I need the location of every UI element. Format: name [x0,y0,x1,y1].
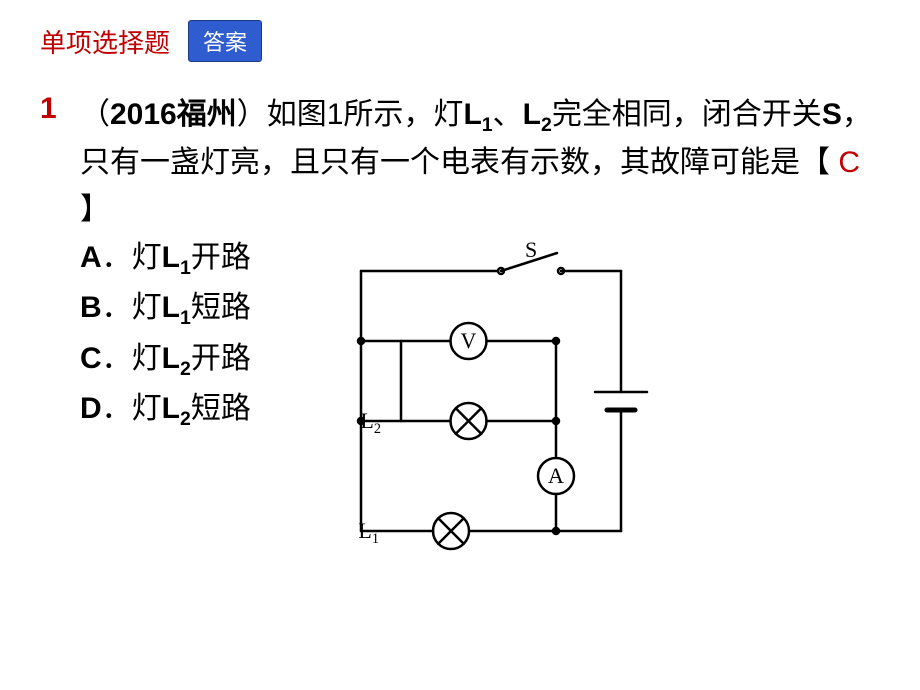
option-post: 短路 [191,291,251,324]
switch-sym: S [822,98,842,131]
option-a: A．灯L1开路 [80,235,251,283]
svg-text:L2: L2 [360,408,381,437]
option-pre: 灯 [132,291,162,324]
l1-sym: L [463,98,481,131]
option-c: C．灯L2开路 [80,336,251,384]
l2-sym: L [523,98,541,131]
option-post: 开路 [191,241,251,274]
option-sub: 2 [180,358,191,380]
option-sep: ． [102,241,132,274]
option-pre: 灯 [132,241,162,274]
stem-b4: 】 [80,193,110,226]
l1-sub: 1 [482,114,493,136]
stem-b2: 完全相同，闭合开关 [552,98,822,131]
option-pre: 灯 [132,342,162,375]
option-sub: 1 [180,257,191,279]
stem-source: 2016福州 [110,98,237,131]
option-sym: L [162,241,180,274]
option-letter: C [80,342,102,375]
option-pre: 灯 [132,392,162,425]
option-sub: 1 [180,307,191,329]
option-post: 开路 [191,342,251,375]
stem-sep1: 、 [493,98,523,131]
circuit-diagram: V A S L2 L1 [331,241,651,561]
option-b: B．灯L1短路 [80,285,251,333]
option-sub: 2 [180,408,191,430]
l2-sub: 2 [541,114,552,136]
option-d: D．灯L2短路 [80,386,251,434]
option-sep: ． [102,291,132,324]
option-sep: ． [102,392,132,425]
answer-letter: C [838,146,860,179]
option-sym: L [162,392,180,425]
svg-text:L1: L1 [358,518,379,547]
stem-b1: ）如图1所示，灯 [237,98,464,131]
svg-text:A: A [548,463,564,488]
stem-prefix: （ [80,98,110,131]
question-number: 1 [40,92,57,126]
svg-text:S: S [525,241,537,262]
answer-button[interactable]: 答案 [188,20,262,62]
options-list: A．灯L1开路B．灯L1短路C．灯L2开路D．灯L2短路 [80,235,251,434]
option-sym: L [162,291,180,324]
option-letter: A [80,241,102,274]
option-sep: ． [102,342,132,375]
option-letter: D [80,392,102,425]
question-stem: （2016福州）如图1所示，灯L1、L2完全相同，闭合开关S，只有一盏灯亮，且只… [80,92,880,233]
option-letter: B [80,291,102,324]
option-sym: L [162,342,180,375]
section-title: 单项选择题 [40,23,170,60]
option-post: 短路 [191,392,251,425]
svg-text:V: V [460,328,476,353]
